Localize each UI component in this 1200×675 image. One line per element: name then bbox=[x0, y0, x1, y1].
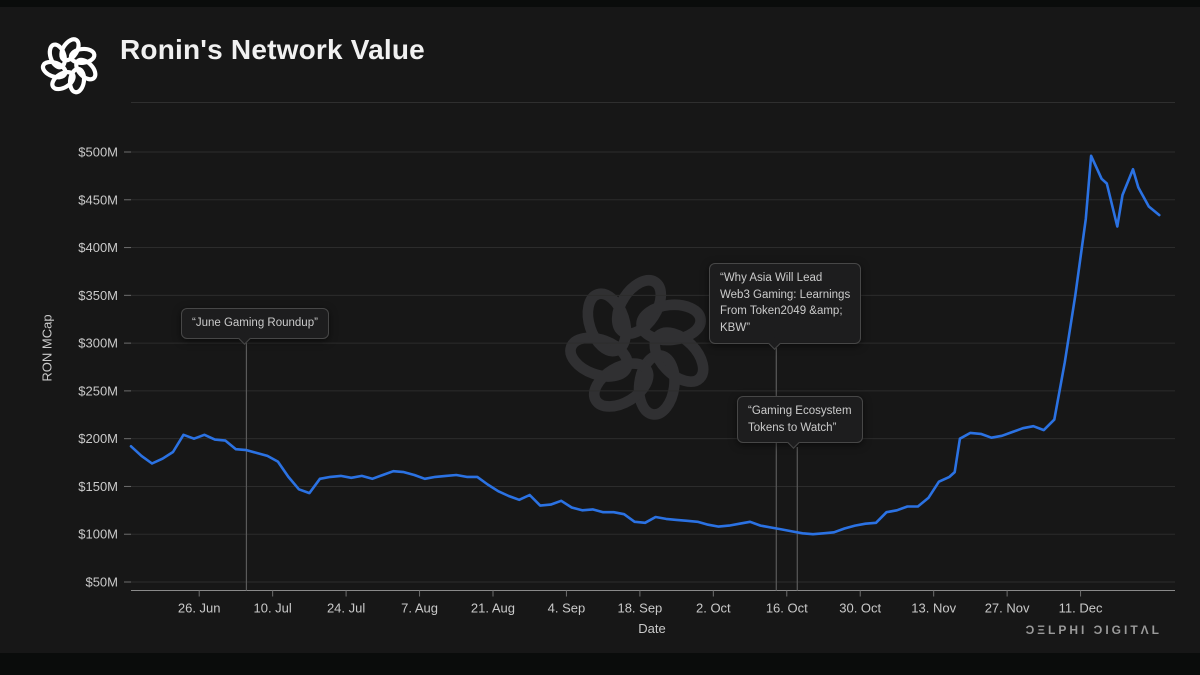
y-tick-label: $350M bbox=[78, 288, 118, 303]
x-tick-label: 18. Sep bbox=[617, 601, 662, 616]
x-tick-label: 26. Jun bbox=[178, 601, 221, 616]
x-tick-label: 27. Nov bbox=[985, 601, 1030, 616]
annotation-gaming-ecosystem-tokens: “Gaming Ecosystem Tokens to Watch” bbox=[737, 396, 863, 444]
top-letterbox-bar bbox=[0, 0, 1200, 7]
x-tick-label: 16. Oct bbox=[766, 601, 808, 616]
y-axis-title: RON MCap bbox=[39, 314, 55, 382]
y-tick-label: $150M bbox=[78, 479, 118, 494]
x-tick-label: 24. Jul bbox=[327, 601, 365, 616]
y-tick-label: $100M bbox=[78, 527, 118, 542]
knot-loop-group bbox=[565, 275, 709, 420]
x-tick-label: 13. Nov bbox=[911, 601, 956, 616]
x-tick-label: 10. Jul bbox=[253, 601, 291, 616]
bottom-letterbox-bar bbox=[0, 653, 1200, 675]
y-tick-label: $400M bbox=[78, 240, 118, 255]
page-title: Ronin's Network Value bbox=[120, 34, 425, 65]
annotation-june-gaming-roundup: “June Gaming Roundup” bbox=[181, 308, 329, 339]
header-divider bbox=[131, 102, 1175, 103]
delphi-knot-watermark-icon bbox=[563, 272, 715, 424]
y-tick-label: $500M bbox=[78, 145, 118, 160]
y-tick-label: $450M bbox=[78, 192, 118, 207]
x-axis-title: Date bbox=[638, 621, 666, 636]
x-tick-label: 30. Oct bbox=[839, 601, 881, 616]
delphi-digital-wordmark: ƆΞLPHI ƆIGITΛL bbox=[1025, 623, 1162, 637]
x-tick-label: 7. Aug bbox=[401, 601, 438, 616]
x-tick-label: 2. Oct bbox=[696, 601, 731, 616]
y-tick-label: $50M bbox=[85, 575, 118, 590]
annotation-why-asia-will-lead: “Why Asia Will Lead Web3 Gaming: Learnin… bbox=[709, 263, 862, 344]
ron-mcap-line-series bbox=[129, 154, 1161, 536]
x-tick-label: 21. Aug bbox=[471, 601, 515, 616]
y-tick-label: $300M bbox=[78, 336, 118, 351]
delphi-knot-logo bbox=[40, 36, 100, 96]
y-tick-label: $200M bbox=[78, 431, 118, 446]
knot-loop-group bbox=[40, 37, 98, 95]
x-tick-label: 4. Sep bbox=[548, 601, 586, 616]
x-tick-label: 11. Dec bbox=[1059, 601, 1103, 616]
y-tick-label: $250M bbox=[78, 383, 118, 398]
